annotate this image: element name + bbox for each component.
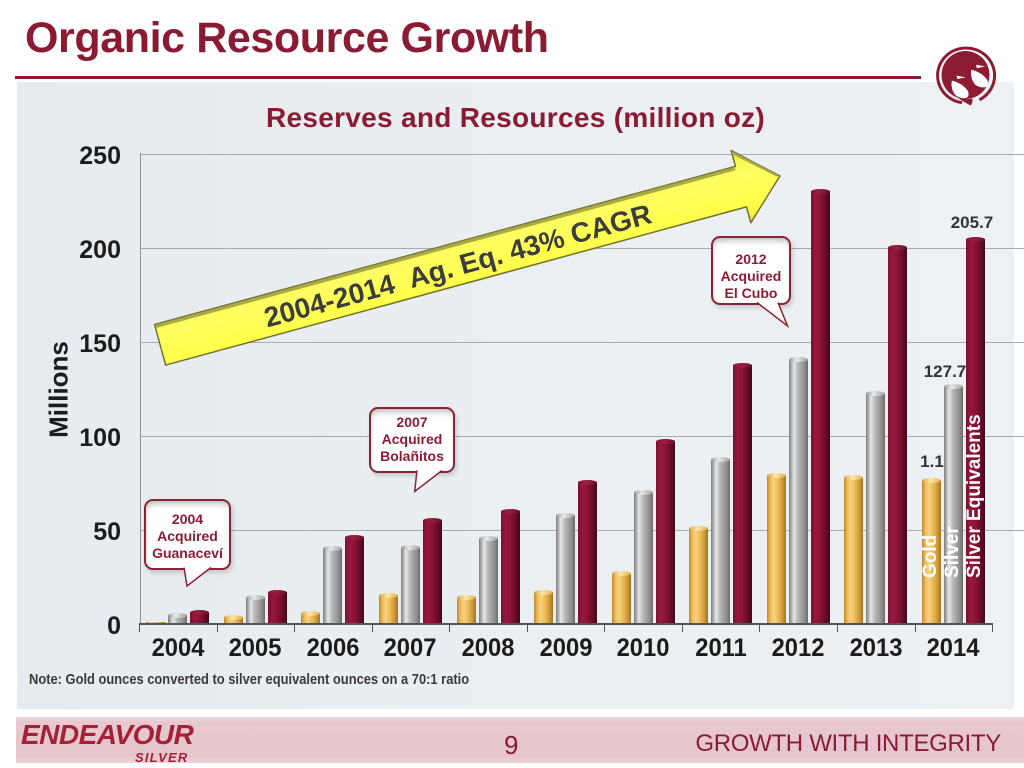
- svg-text:2004-2014 Ag. Eq. 43% CAGR: 2004-2014 Ag. Eq. 43% CAGR: [261, 198, 655, 333]
